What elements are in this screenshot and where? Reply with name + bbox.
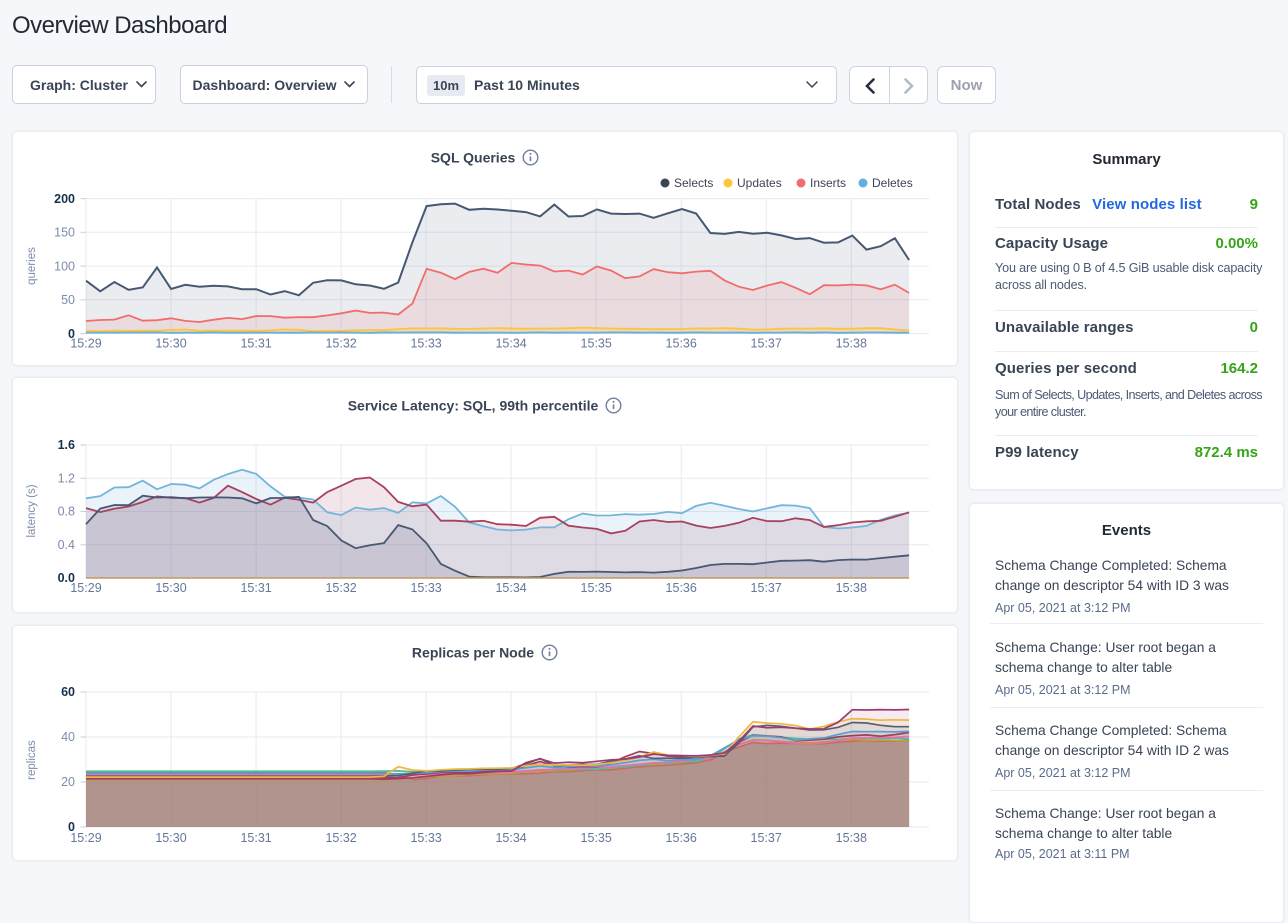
svg-text:queries: queries bbox=[26, 247, 38, 285]
svg-text:1.2: 1.2 bbox=[58, 472, 75, 486]
svg-text:0.0: 0.0 bbox=[58, 571, 75, 585]
svg-text:15:37: 15:37 bbox=[751, 581, 782, 595]
svg-text:Deletes: Deletes bbox=[872, 176, 913, 190]
svg-text:15:34: 15:34 bbox=[495, 581, 526, 595]
svg-text:0: 0 bbox=[68, 820, 75, 834]
svg-text:60: 60 bbox=[61, 685, 75, 699]
svg-text:200: 200 bbox=[54, 192, 75, 206]
svg-text:150: 150 bbox=[54, 226, 75, 240]
svg-text:Selects: Selects bbox=[674, 176, 713, 190]
svg-text:15:38: 15:38 bbox=[836, 831, 867, 845]
svg-text:Inserts: Inserts bbox=[810, 176, 846, 190]
svg-text:15:31: 15:31 bbox=[240, 337, 271, 351]
svg-text:15:32: 15:32 bbox=[325, 337, 356, 351]
svg-text:50: 50 bbox=[61, 293, 75, 307]
svg-text:15:35: 15:35 bbox=[581, 831, 612, 845]
svg-text:15:34: 15:34 bbox=[495, 831, 526, 845]
svg-text:15:32: 15:32 bbox=[325, 581, 356, 595]
svg-text:15:36: 15:36 bbox=[666, 337, 697, 351]
svg-text:15:35: 15:35 bbox=[581, 581, 612, 595]
svg-text:15:37: 15:37 bbox=[751, 337, 782, 351]
svg-text:15:29: 15:29 bbox=[70, 831, 101, 845]
svg-text:15:30: 15:30 bbox=[155, 581, 186, 595]
svg-text:15:29: 15:29 bbox=[70, 337, 101, 351]
svg-text:15:35: 15:35 bbox=[581, 337, 612, 351]
svg-text:15:30: 15:30 bbox=[155, 831, 186, 845]
svg-text:15:38: 15:38 bbox=[836, 581, 867, 595]
svg-text:40: 40 bbox=[61, 730, 75, 744]
svg-text:15:29: 15:29 bbox=[70, 581, 101, 595]
svg-text:1.6: 1.6 bbox=[58, 438, 75, 452]
svg-text:0: 0 bbox=[68, 327, 75, 341]
svg-text:15:34: 15:34 bbox=[495, 337, 526, 351]
svg-text:15:36: 15:36 bbox=[666, 831, 697, 845]
svg-text:0.4: 0.4 bbox=[58, 538, 75, 552]
svg-text:15:37: 15:37 bbox=[751, 831, 782, 845]
svg-text:15:32: 15:32 bbox=[325, 831, 356, 845]
svg-text:15:36: 15:36 bbox=[666, 581, 697, 595]
svg-text:20: 20 bbox=[61, 775, 75, 789]
svg-text:15:33: 15:33 bbox=[410, 831, 441, 845]
svg-text:latency (s): latency (s) bbox=[26, 484, 38, 537]
svg-text:15:30: 15:30 bbox=[155, 337, 186, 351]
svg-text:100: 100 bbox=[54, 259, 75, 273]
svg-text:15:31: 15:31 bbox=[240, 581, 271, 595]
svg-text:15:33: 15:33 bbox=[410, 337, 441, 351]
svg-text:0.8: 0.8 bbox=[58, 505, 75, 519]
svg-text:replicas: replicas bbox=[26, 740, 38, 780]
svg-text:15:33: 15:33 bbox=[410, 581, 441, 595]
svg-text:15:38: 15:38 bbox=[836, 337, 867, 351]
svg-text:15:31: 15:31 bbox=[240, 831, 271, 845]
svg-text:Updates: Updates bbox=[737, 176, 782, 190]
